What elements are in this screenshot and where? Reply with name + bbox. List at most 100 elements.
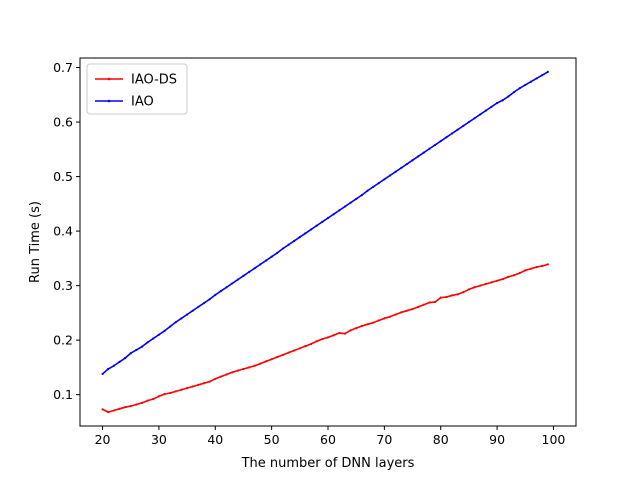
data-point — [360, 194, 363, 197]
data-point — [247, 366, 251, 369]
data-point — [529, 267, 533, 270]
data-point — [479, 284, 482, 287]
data-point — [394, 313, 397, 316]
data-point — [456, 128, 459, 131]
data-point — [439, 140, 442, 143]
data-point — [417, 155, 420, 158]
data-point — [231, 371, 234, 374]
data-point — [507, 275, 510, 278]
data-point — [101, 408, 104, 411]
data-point — [383, 178, 386, 181]
data-point — [462, 124, 465, 127]
data-point — [197, 305, 200, 308]
data-point — [439, 296, 442, 299]
data-point — [445, 136, 448, 139]
legend-label: IAO — [131, 95, 154, 110]
data-point — [135, 348, 138, 352]
data-point — [270, 255, 273, 258]
data-point — [259, 362, 262, 365]
data-point — [462, 291, 465, 294]
data-point — [388, 315, 392, 318]
data-point — [208, 298, 211, 301]
data-point — [405, 162, 409, 166]
data-point — [512, 274, 516, 277]
data-point — [467, 120, 471, 124]
data-point — [259, 263, 262, 266]
data-point — [450, 294, 454, 297]
y-tick-label: 0.5 — [53, 169, 73, 184]
data-point — [495, 279, 499, 282]
data-point — [157, 333, 161, 336]
data-point — [501, 277, 504, 281]
data-point — [535, 77, 538, 80]
x-tick-label: 50 — [264, 432, 280, 447]
data-point — [152, 397, 155, 401]
data-point — [264, 360, 268, 363]
data-point — [112, 409, 115, 412]
x-tick-label: 100 — [542, 432, 566, 447]
data-point — [309, 342, 313, 346]
data-point — [304, 345, 307, 348]
data-point — [467, 288, 471, 291]
data-point — [298, 347, 301, 350]
data-point — [287, 351, 290, 354]
data-point — [225, 286, 228, 289]
data-point — [535, 265, 538, 269]
data-point — [118, 360, 121, 364]
data-point — [135, 403, 138, 406]
x-tick-label: 60 — [320, 432, 336, 447]
data-point — [264, 259, 268, 262]
data-point — [157, 395, 161, 398]
data-point — [490, 281, 493, 284]
data-point — [315, 224, 318, 227]
data-point — [247, 270, 251, 274]
data-point — [281, 353, 285, 356]
data-point — [185, 387, 189, 390]
data-point — [219, 375, 223, 378]
data-point — [180, 317, 183, 320]
data-point — [371, 185, 375, 189]
data-point — [219, 289, 223, 293]
data-point — [101, 372, 104, 376]
x-tick-label: 20 — [95, 432, 111, 447]
series-layer — [101, 70, 549, 414]
data-point — [546, 70, 549, 73]
data-point — [293, 349, 296, 352]
legend-marker — [107, 77, 111, 81]
data-point — [304, 232, 307, 235]
data-point — [123, 406, 127, 409]
y-axis-label: Run Time (s) — [28, 201, 43, 283]
data-point — [169, 325, 172, 328]
data-point — [524, 269, 527, 272]
data-point — [417, 305, 420, 308]
data-point — [202, 301, 206, 305]
data-point — [242, 367, 245, 371]
data-point — [422, 303, 425, 306]
data-point — [507, 95, 510, 98]
data-point — [377, 319, 380, 322]
data-point — [225, 373, 228, 376]
data-point — [129, 352, 132, 355]
data-point — [400, 311, 403, 314]
x-axis: 20 30 40 50 60 70 80 90 100 — [95, 426, 566, 447]
data-point — [326, 216, 330, 220]
data-point — [270, 358, 273, 361]
data-point — [163, 329, 166, 332]
data-point — [484, 282, 487, 286]
data-point — [473, 286, 476, 289]
data-point — [512, 90, 516, 94]
data-point — [107, 367, 110, 371]
data-point — [231, 282, 234, 285]
data-point — [298, 235, 301, 239]
data-point — [276, 251, 279, 254]
data-point — [152, 337, 155, 340]
data-point — [541, 74, 544, 77]
legend-item: IAO-DS — [95, 73, 177, 88]
data-point — [169, 391, 172, 395]
legend-marker — [107, 99, 111, 103]
data-point — [355, 327, 358, 330]
data-point — [338, 331, 341, 335]
data-point — [433, 300, 437, 304]
y-tick-label: 0.1 — [53, 387, 73, 402]
